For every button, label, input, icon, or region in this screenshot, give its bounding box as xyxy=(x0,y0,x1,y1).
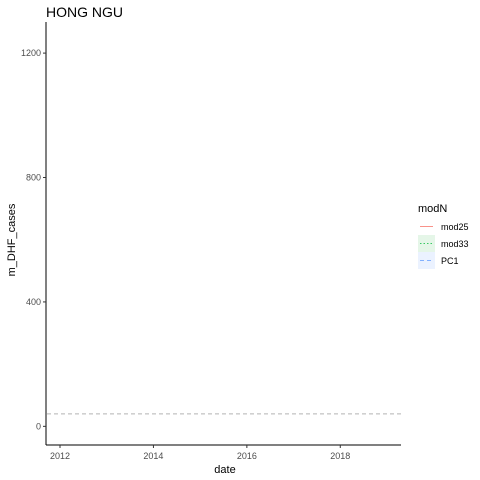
legend: modN mod25 mod33 PC1 xyxy=(418,203,469,269)
legend-label: PC1 xyxy=(441,256,459,266)
x-tick-label: 2018 xyxy=(330,451,350,461)
plot-panel: 2012 2014 2016 2018 0 400 800 1200 xyxy=(21,22,401,461)
y-tick-label: 1200 xyxy=(21,48,41,58)
x-axis-ticks: 2012 2014 2016 2018 xyxy=(50,445,350,461)
legend-key xyxy=(418,252,435,269)
legend-item-PC1: PC1 xyxy=(418,252,459,269)
legend-item-mod33: mod33 xyxy=(418,235,469,252)
legend-entries: mod25 mod33 PC1 xyxy=(418,218,469,269)
legend-title: modN xyxy=(418,203,447,215)
y-axis-title: m_DHF_cases xyxy=(6,203,18,276)
legend-label: mod25 xyxy=(441,222,469,232)
y-tick-label: 400 xyxy=(26,297,41,307)
x-tick-label: 2014 xyxy=(143,451,163,461)
legend-key xyxy=(418,235,435,252)
x-tick-label: 2012 xyxy=(50,451,70,461)
x-axis-title: date xyxy=(214,464,235,476)
x-tick-label: 2016 xyxy=(237,451,257,461)
legend-label: mod33 xyxy=(441,239,469,249)
chart-title: HONG NGU xyxy=(46,4,123,20)
legend-item-mod25: mod25 xyxy=(418,218,469,235)
y-tick-label: 800 xyxy=(26,173,41,183)
y-axis-ticks: 0 400 800 1200 xyxy=(21,48,46,431)
y-tick-label: 0 xyxy=(36,421,41,431)
